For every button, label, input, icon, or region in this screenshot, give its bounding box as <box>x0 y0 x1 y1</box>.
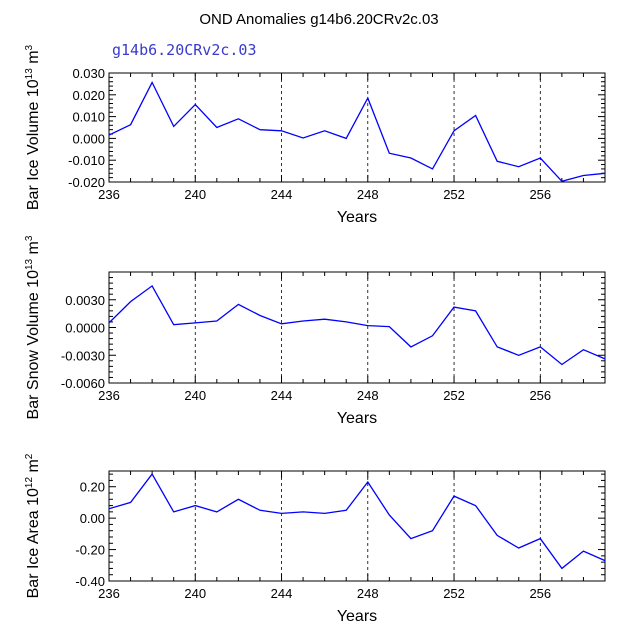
x-tick-label: 240 <box>184 187 206 202</box>
y-axis-title-exponent: 13 <box>24 258 35 270</box>
x-tick-label: 244 <box>271 187 293 202</box>
y-axis-title-part: Bar Snow Volume 10 <box>25 270 42 420</box>
chart-title: OND Anomalies g14b6.20CRv2c.03 <box>199 11 438 28</box>
y-axis-title-part: m <box>25 241 42 259</box>
y-axis-title-part: m <box>25 459 42 477</box>
plot-frame <box>108 470 606 582</box>
y-axis-title-exponent: 3 <box>24 235 35 241</box>
plot-frame <box>108 271 606 384</box>
series-line-3 <box>108 472 606 570</box>
x-tick-label: 240 <box>184 388 206 403</box>
x-axis-title: Years <box>337 410 377 427</box>
x-tick-label: 236 <box>98 187 120 202</box>
x-tick-label: 248 <box>357 586 379 601</box>
y-tick-label: 0.020 <box>72 88 105 103</box>
x-tick-label: 256 <box>529 187 551 202</box>
y-axis-title-exponent: 12 <box>24 477 35 489</box>
y-tick-label: -0.0030 <box>61 348 105 363</box>
y-tick-label: 0.010 <box>72 110 105 125</box>
series-line-2 <box>108 284 606 366</box>
y-tick-label: -0.010 <box>68 153 105 168</box>
y-axis-title-exponent: 3 <box>24 44 35 50</box>
y-axis-title: Bar Ice Area 1012 m2 <box>24 453 42 598</box>
x-tick-label: 236 <box>98 586 120 601</box>
y-axis-title: Bar Snow Volume 1013 m3 <box>24 235 42 419</box>
y-tick-label: 0.00 <box>80 511 105 526</box>
x-tick-label: 252 <box>443 586 465 601</box>
x-axis-title: Years <box>337 209 377 226</box>
x-axis-title: Years <box>337 608 377 625</box>
panels: 236 240 244 248 252 256 -0.020 -0.010 0.000 0.010… <box>24 44 606 625</box>
series-line-1 <box>108 80 606 183</box>
x-tick-label: 252 <box>443 187 465 202</box>
y-tick-label: -0.020 <box>68 175 105 190</box>
y-tick-label: -0.0060 <box>61 376 105 391</box>
y-axis-title-part: Bar Ice Area 10 <box>25 488 42 598</box>
y-tick-label: 0.030 <box>72 66 105 81</box>
x-tick-label: 240 <box>184 586 206 601</box>
chart-panel-2: 236 240 244 248 252 256 -0.0060 -0.0030 0.0000 0.… <box>24 235 606 427</box>
y-tick-label: 0.0000 <box>65 321 105 336</box>
x-tick-label: 244 <box>271 388 293 403</box>
y-axis-title-part: Bar Ice Volume 10 <box>25 79 42 210</box>
x-tick-label: 248 <box>357 187 379 202</box>
plot-frame <box>108 72 606 183</box>
chart-panel-1: 236 240 244 248 252 256 -0.020 -0.010 0.000 0.010… <box>24 44 606 226</box>
x-tick-label: 244 <box>271 586 293 601</box>
chart-panel-3: 236 240 244 248 252 256 -0.40 -0.20 0.00 0.20 Year… <box>24 453 606 625</box>
y-tick-label: -0.20 <box>75 543 105 558</box>
y-tick-label: 0.000 <box>72 131 105 146</box>
x-tick-label: 248 <box>357 388 379 403</box>
x-tick-label: 252 <box>443 388 465 403</box>
x-tick-label: 236 <box>98 388 120 403</box>
y-axis-title-exponent: 2 <box>24 453 35 459</box>
y-tick-label: 0.0030 <box>65 293 105 308</box>
x-tick-label: 256 <box>529 388 551 403</box>
y-axis-title: Bar Ice Volume 1013 m3 <box>24 44 42 210</box>
x-tick-label: 256 <box>529 586 551 601</box>
y-tick-label: -0.40 <box>75 574 105 589</box>
y-axis-title-part: m <box>25 50 42 68</box>
y-tick-label: 0.20 <box>80 480 105 495</box>
y-axis-title-exponent: 13 <box>24 68 35 80</box>
chart-subtitle: g14b6.20CRv2c.03 <box>112 41 257 59</box>
